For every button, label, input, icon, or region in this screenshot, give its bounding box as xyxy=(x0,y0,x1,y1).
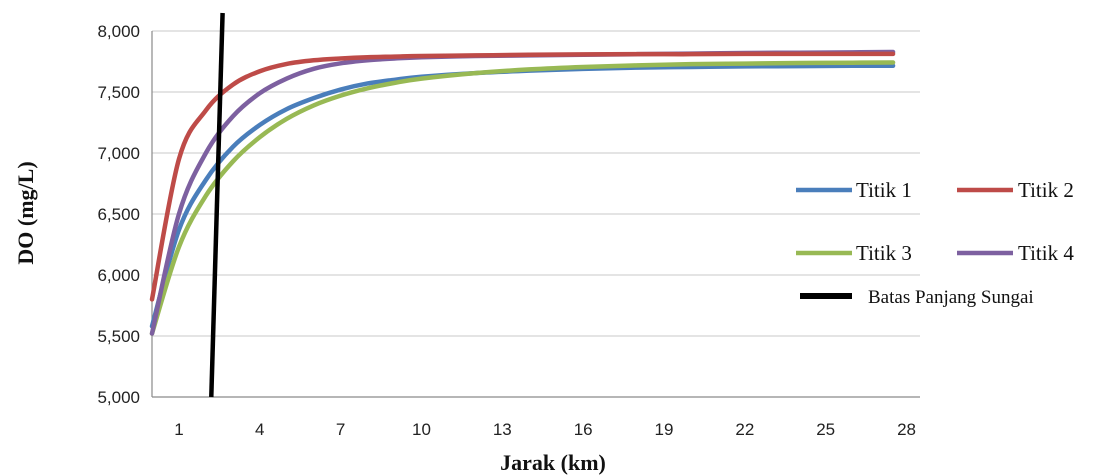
x-tick-label: 4 xyxy=(255,420,264,439)
x-tick-label: 19 xyxy=(655,420,674,439)
y-tick-label: 6,000 xyxy=(97,266,140,285)
series-line-titik-1 xyxy=(149,63,896,329)
y-tick-label: 8,000 xyxy=(97,22,140,41)
x-tick-label: 7 xyxy=(336,420,345,439)
x-tick-label: 10 xyxy=(412,420,431,439)
x-tick-label: 13 xyxy=(493,420,512,439)
series-lines xyxy=(149,49,896,336)
series-line-titik-4 xyxy=(149,49,896,336)
x-tick-label: 28 xyxy=(897,420,916,439)
batas-panjang-sungai-line xyxy=(209,12,225,398)
legend-label-titik-2: Titik 2 xyxy=(1018,178,1074,202)
legend: Titik 1 Titik 2 Titik 3 Titik 4 Batas Pa… xyxy=(796,178,1074,308)
x-tick-labels: 1 4 7 10 13 16 19 22 25 28 xyxy=(174,420,916,439)
y-tick-label: 6,500 xyxy=(97,205,140,224)
legend-label-titik-3: Titik 3 xyxy=(856,241,912,265)
x-tick-label: 22 xyxy=(735,420,754,439)
y-tick-label: 5,000 xyxy=(97,388,140,407)
y-tick-label: 5,500 xyxy=(97,327,140,346)
y-axis-title: DO (mg/L) xyxy=(13,161,38,264)
y-tick-label: 7,500 xyxy=(97,83,140,102)
x-tick-label: 16 xyxy=(574,420,593,439)
series-line-titik-3 xyxy=(149,60,896,336)
y-tick-labels: 5,000 5,500 6,000 6,500 7,000 7,500 8,000 xyxy=(97,22,140,407)
x-axis-title: Jarak (km) xyxy=(500,450,606,475)
x-tick-label: 25 xyxy=(816,420,835,439)
y-tick-label: 7,000 xyxy=(97,144,140,163)
legend-label-titik-1: Titik 1 xyxy=(856,178,912,202)
x-tick-label: 1 xyxy=(174,420,183,439)
legend-label-titik-4: Titik 4 xyxy=(1018,241,1074,265)
gridlines xyxy=(152,30,920,398)
legend-label-batas: Batas Panjang Sungai xyxy=(868,287,1034,308)
series-line-titik-2 xyxy=(149,51,896,302)
